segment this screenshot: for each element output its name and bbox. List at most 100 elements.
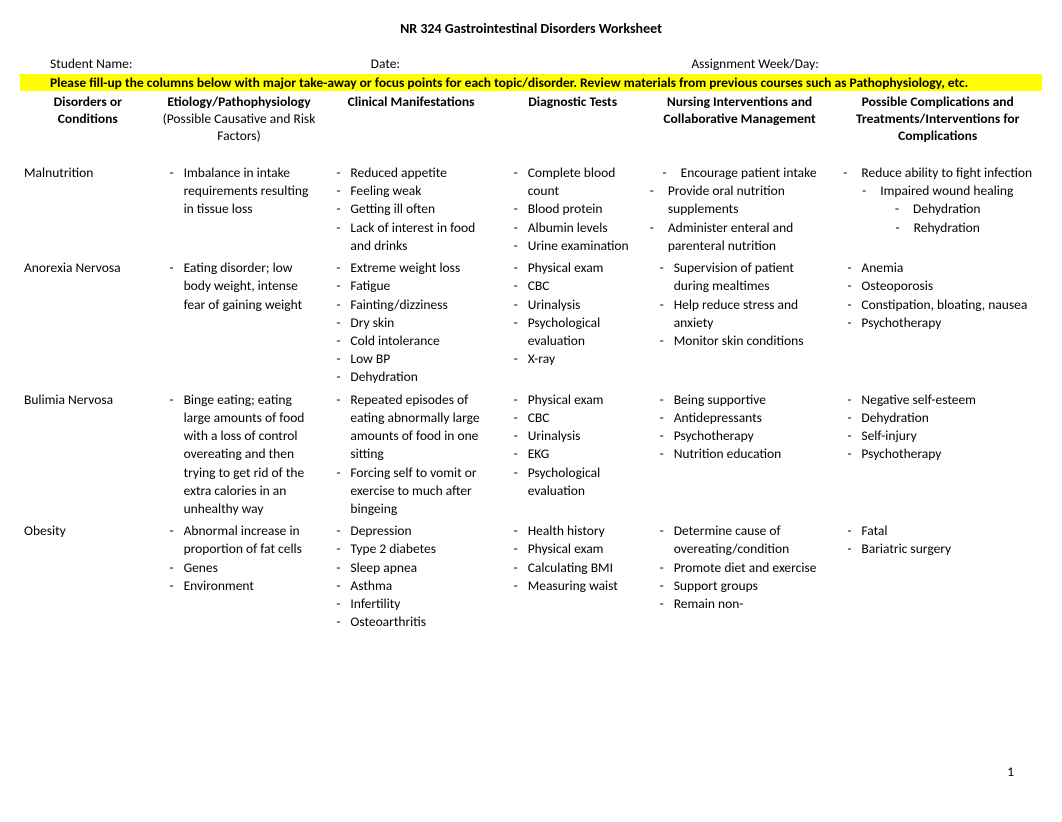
- dash-icon: -: [837, 296, 861, 314]
- dash-icon: -: [504, 427, 528, 445]
- complications-cell: -Negative self-esteem-Dehydration-Self-i…: [833, 391, 1042, 523]
- dash-icon: -: [862, 182, 880, 200]
- list-item: -Self-injury: [837, 427, 1038, 445]
- list-item: -Urine examination: [504, 237, 642, 255]
- list-item-text: Depression: [350, 522, 495, 540]
- list-item: -EKG: [504, 445, 642, 463]
- instructions-highlight: Please fill-up the columns below with ma…: [20, 74, 1042, 91]
- dash-icon: -: [160, 164, 184, 182]
- list-item-text: Psychotherapy: [674, 427, 830, 445]
- list-item: -Negative self-esteem: [837, 391, 1038, 409]
- list-item: -Albumin levels: [504, 219, 642, 237]
- dash-icon: -: [504, 391, 528, 409]
- list-item: -Bariatric surgery: [837, 540, 1038, 558]
- dash-icon: -: [663, 164, 681, 182]
- dash-icon: -: [504, 522, 528, 540]
- dash-icon: -: [837, 277, 861, 295]
- list-item: -Type 2 diabetes: [326, 540, 495, 558]
- dash-icon: -: [504, 259, 528, 277]
- list-item-text: Provide oral nutrition supplements: [668, 182, 830, 218]
- dash-icon: -: [160, 577, 184, 595]
- list-item: -Remain non-: [650, 595, 830, 613]
- nursing-cell: -Encourage patient intake-Provide oral n…: [646, 164, 834, 259]
- list-item: -Repeated episodes of eating abnormally …: [326, 391, 495, 464]
- list-item-text: Sleep apnea: [350, 559, 495, 577]
- dash-icon: -: [326, 296, 350, 314]
- list-item-text: Determine cause of overeating/condition: [674, 522, 830, 558]
- list-item-text: Abnormal increase in proportion of fat c…: [184, 522, 319, 558]
- dash-icon: -: [326, 559, 350, 577]
- list-item-text: Forcing self to vomit or exercise to muc…: [350, 464, 495, 519]
- list-item-text: Measuring waist: [528, 577, 642, 595]
- nursing-cell: -Being supportive-Antidepressants-Psycho…: [646, 391, 834, 523]
- list-item-text: Eating disorder; low body weight, intens…: [184, 259, 319, 314]
- etiology-cell: -Imbalance in intake requirements result…: [156, 164, 323, 259]
- col-header-complications: Possible Complications and Treatments/In…: [833, 93, 1042, 164]
- list-item-text: Nutrition education: [674, 445, 830, 463]
- list-item-text: CBC: [528, 277, 642, 295]
- dash-icon: -: [837, 391, 861, 409]
- dash-icon: -: [837, 314, 861, 332]
- complications-cell: -Fatal-Bariatric surgery: [833, 522, 1042, 635]
- list-item-text: Repeated episodes of eating abnormally l…: [350, 391, 495, 464]
- list-item: -Antidepressants: [650, 409, 830, 427]
- list-item: -Psychotherapy: [837, 314, 1038, 332]
- list-item-text: Dry skin: [350, 314, 495, 332]
- list-item-text: Type 2 diabetes: [350, 540, 495, 558]
- diagnostic-cell: -Physical exam-CBC-Urinalysis-Psychologi…: [500, 259, 646, 391]
- table-row: Obesity-Abnormal increase in proportion …: [20, 522, 1042, 635]
- list-item: -Cold intolerance: [326, 332, 495, 350]
- list-item: -CBC: [504, 409, 642, 427]
- list-item-text: Osteoporosis: [861, 277, 1038, 295]
- list-item: -Help reduce stress and anxiety: [650, 296, 830, 332]
- list-item-text: Blood protein: [528, 200, 642, 218]
- list-item: -Encourage patient intake: [650, 164, 830, 182]
- list-item-text: Support groups: [674, 577, 830, 595]
- list-item: -Feeling weak: [326, 182, 495, 200]
- list-item: -Abnormal increase in proportion of fat …: [160, 522, 319, 558]
- list-item-text: Physical exam: [528, 259, 642, 277]
- dash-icon: -: [326, 332, 350, 350]
- list-item-text: Fatal: [861, 522, 1038, 540]
- list-item: -Complete blood count: [504, 164, 642, 200]
- dash-icon: -: [504, 350, 528, 368]
- dash-icon: -: [837, 409, 861, 427]
- list-item: -Osteoarthritis: [326, 613, 495, 631]
- list-item: -CBC: [504, 277, 642, 295]
- list-item: -Getting ill often: [326, 200, 495, 218]
- list-item-text: Extreme weight loss: [350, 259, 495, 277]
- list-item: -Eating disorder; low body weight, inten…: [160, 259, 319, 314]
- dash-icon: -: [326, 391, 350, 409]
- list-item: -Determine cause of overeating/condition: [650, 522, 830, 558]
- dash-icon: -: [895, 200, 913, 218]
- dash-icon: -: [504, 237, 528, 255]
- dash-icon: -: [896, 219, 914, 237]
- list-item-text: EKG: [528, 445, 642, 463]
- page-title: NR 324 Gastrointestinal Disorders Worksh…: [20, 20, 1042, 37]
- list-item-text: CBC: [528, 409, 642, 427]
- list-item: -Fainting/dizziness: [326, 296, 495, 314]
- list-item: -Health history: [504, 522, 642, 540]
- list-item-text: Physical exam: [528, 540, 642, 558]
- disorder-name: Obesity: [20, 522, 156, 635]
- list-item-text: Dehydration: [861, 409, 1038, 427]
- dash-icon: -: [650, 296, 674, 314]
- dash-icon: -: [504, 277, 528, 295]
- list-item-text: Environment: [184, 577, 319, 595]
- list-item-text: Encourage patient intake: [681, 164, 817, 182]
- worksheet-table: Disorders or Conditions Etiology/Pathoph…: [20, 93, 1042, 635]
- list-item-text: Urine examination: [528, 237, 642, 255]
- clinical-cell: -Depression-Type 2 diabetes-Sleep apnea-…: [322, 522, 499, 635]
- dash-icon: -: [504, 200, 528, 218]
- list-item: -Imbalance in intake requirements result…: [160, 164, 319, 219]
- worksheet-page: NR 324 Gastrointestinal Disorders Worksh…: [0, 0, 1062, 635]
- dash-icon: -: [504, 409, 528, 427]
- list-item: -Physical exam: [504, 391, 642, 409]
- dash-icon: -: [160, 559, 184, 577]
- dash-icon: -: [650, 445, 674, 463]
- dash-icon: -: [504, 464, 528, 482]
- week-label: Assignment Week/Day:: [691, 55, 1012, 72]
- dash-icon: -: [326, 219, 350, 237]
- dash-icon: -: [160, 259, 184, 277]
- list-item: -Anemia: [837, 259, 1038, 277]
